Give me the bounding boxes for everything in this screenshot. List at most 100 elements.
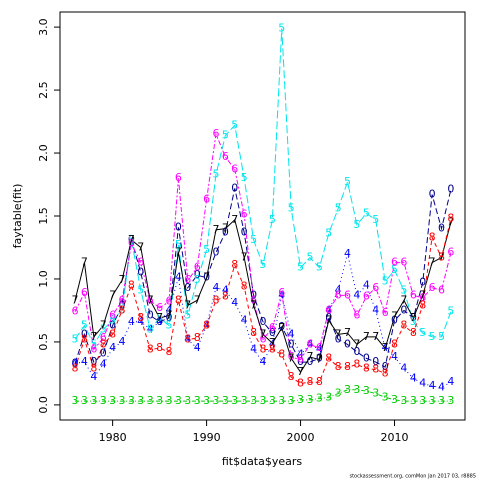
point-symbol: 5: [306, 251, 313, 264]
point-symbol: 8: [344, 360, 351, 373]
point-symbol: 5: [203, 243, 210, 256]
point-symbol: 6: [156, 301, 163, 314]
point-symbol: 7: [72, 293, 79, 306]
point-symbol: 6: [297, 353, 304, 366]
point-symbol: 3: [269, 394, 276, 407]
point-symbol: 0: [156, 315, 163, 328]
point-symbol: 8: [335, 360, 342, 373]
point-symbol: 0: [344, 337, 351, 350]
point-symbol: 3: [419, 394, 426, 407]
y-tick-label: 2.5: [37, 81, 50, 99]
point-symbol: 7: [288, 351, 295, 364]
point-symbol: 6: [382, 306, 389, 319]
point-symbol: 7: [335, 327, 342, 340]
x-tick-label: 2000: [287, 431, 315, 444]
point-symbol: 5: [316, 261, 323, 274]
point-symbol: 7: [119, 273, 126, 286]
point-symbol: 0: [119, 298, 126, 311]
point-symbol: 7: [100, 319, 107, 332]
point-symbol: 3: [175, 394, 182, 407]
point-symbol: 5: [128, 233, 135, 246]
point-symbol: 0: [147, 308, 154, 321]
point-symbol: 7: [90, 330, 97, 343]
point-symbol: 3: [90, 394, 97, 407]
point-symbol: 5: [109, 314, 116, 327]
point-symbol: 4: [269, 337, 276, 350]
point-symbol: 3: [184, 394, 191, 407]
point-symbol: 3: [166, 394, 173, 407]
point-symbol: 7: [316, 353, 323, 366]
point-symbol: 5: [212, 167, 219, 180]
point-symbol: 8: [231, 258, 238, 271]
point-symbol: 7: [429, 256, 436, 269]
point-symbol: 5: [137, 283, 144, 296]
point-symbol: 5: [90, 337, 97, 350]
point-symbol: 6: [128, 237, 135, 250]
point-symbol: 6: [325, 303, 332, 316]
point-symbol: 8: [241, 280, 248, 293]
point-symbol: 8: [250, 326, 257, 339]
point-symbol: 4: [353, 288, 360, 301]
point-symbol: 4: [203, 319, 210, 332]
point-symbol: 6: [231, 162, 238, 175]
point-symbol: 0: [269, 326, 276, 339]
point-symbol: 7: [222, 222, 229, 235]
point-symbol: 5: [231, 118, 238, 131]
point-symbol: 8: [100, 337, 107, 350]
point-symbol: 0: [391, 314, 398, 327]
point-symbol: 7: [278, 321, 285, 334]
y-axis-label: faytable(fit): [11, 184, 24, 249]
point-symbol: 0: [306, 355, 313, 368]
point-symbol: 4: [363, 278, 370, 291]
point-symbol: 6: [410, 288, 417, 301]
point-symbol: 6: [72, 305, 79, 318]
point-symbol: 4: [137, 315, 144, 328]
point-symbol: 0: [231, 181, 238, 194]
point-symbol: 6: [344, 288, 351, 301]
point-symbol: 8: [90, 361, 97, 374]
point-symbol: 8: [184, 332, 191, 345]
point-symbol: 3: [344, 383, 351, 396]
point-symbol: 3: [119, 394, 126, 407]
point-symbol: 6: [90, 342, 97, 355]
point-symbol: 4: [410, 371, 417, 384]
point-symbol: 8: [278, 348, 285, 361]
y-tick-label: 1.5: [37, 207, 50, 225]
point-symbol: 4: [212, 281, 219, 294]
point-symbol: 7: [325, 314, 332, 327]
point-symbol: 3: [297, 393, 304, 406]
series-line: [74, 253, 452, 388]
point-symbol: 0: [382, 360, 389, 373]
point-symbol: 4: [438, 380, 445, 393]
point-symbol: 7: [109, 288, 116, 301]
point-symbol: 6: [316, 341, 323, 354]
point-symbol: 0: [429, 188, 436, 201]
point-symbol: 5: [241, 171, 248, 184]
point-symbol: 8: [81, 332, 88, 345]
point-symbol: 4: [72, 356, 79, 369]
y-tick-label: 0.5: [37, 333, 50, 351]
point-symbol: 0: [447, 183, 454, 196]
point-symbol: 8: [447, 212, 454, 225]
point-symbol: 6: [241, 208, 248, 221]
point-symbol: 5: [419, 326, 426, 339]
point-symbol: 5: [72, 332, 79, 345]
point-symbol: 7: [250, 298, 257, 311]
x-tick-label: 2010: [381, 431, 409, 444]
point-symbol: 4: [447, 375, 454, 388]
point-symbol: 0: [81, 327, 88, 340]
point-symbol: 8: [203, 319, 210, 332]
point-symbol: 0: [128, 233, 135, 246]
point-symbol: 5: [363, 206, 370, 219]
point-symbol: 7: [212, 223, 219, 236]
point-symbol: 0: [410, 311, 417, 324]
point-symbol: 6: [137, 256, 144, 269]
point-symbol: 4: [419, 376, 426, 389]
point-symbol: 8: [222, 290, 229, 303]
point-symbol: 8: [325, 351, 332, 364]
point-symbol: 8: [372, 363, 379, 376]
point-symbol: 5: [166, 319, 173, 332]
point-symbol: 5: [147, 322, 154, 335]
point-symbol: 8: [419, 298, 426, 311]
point-symbol: 4: [429, 379, 436, 392]
